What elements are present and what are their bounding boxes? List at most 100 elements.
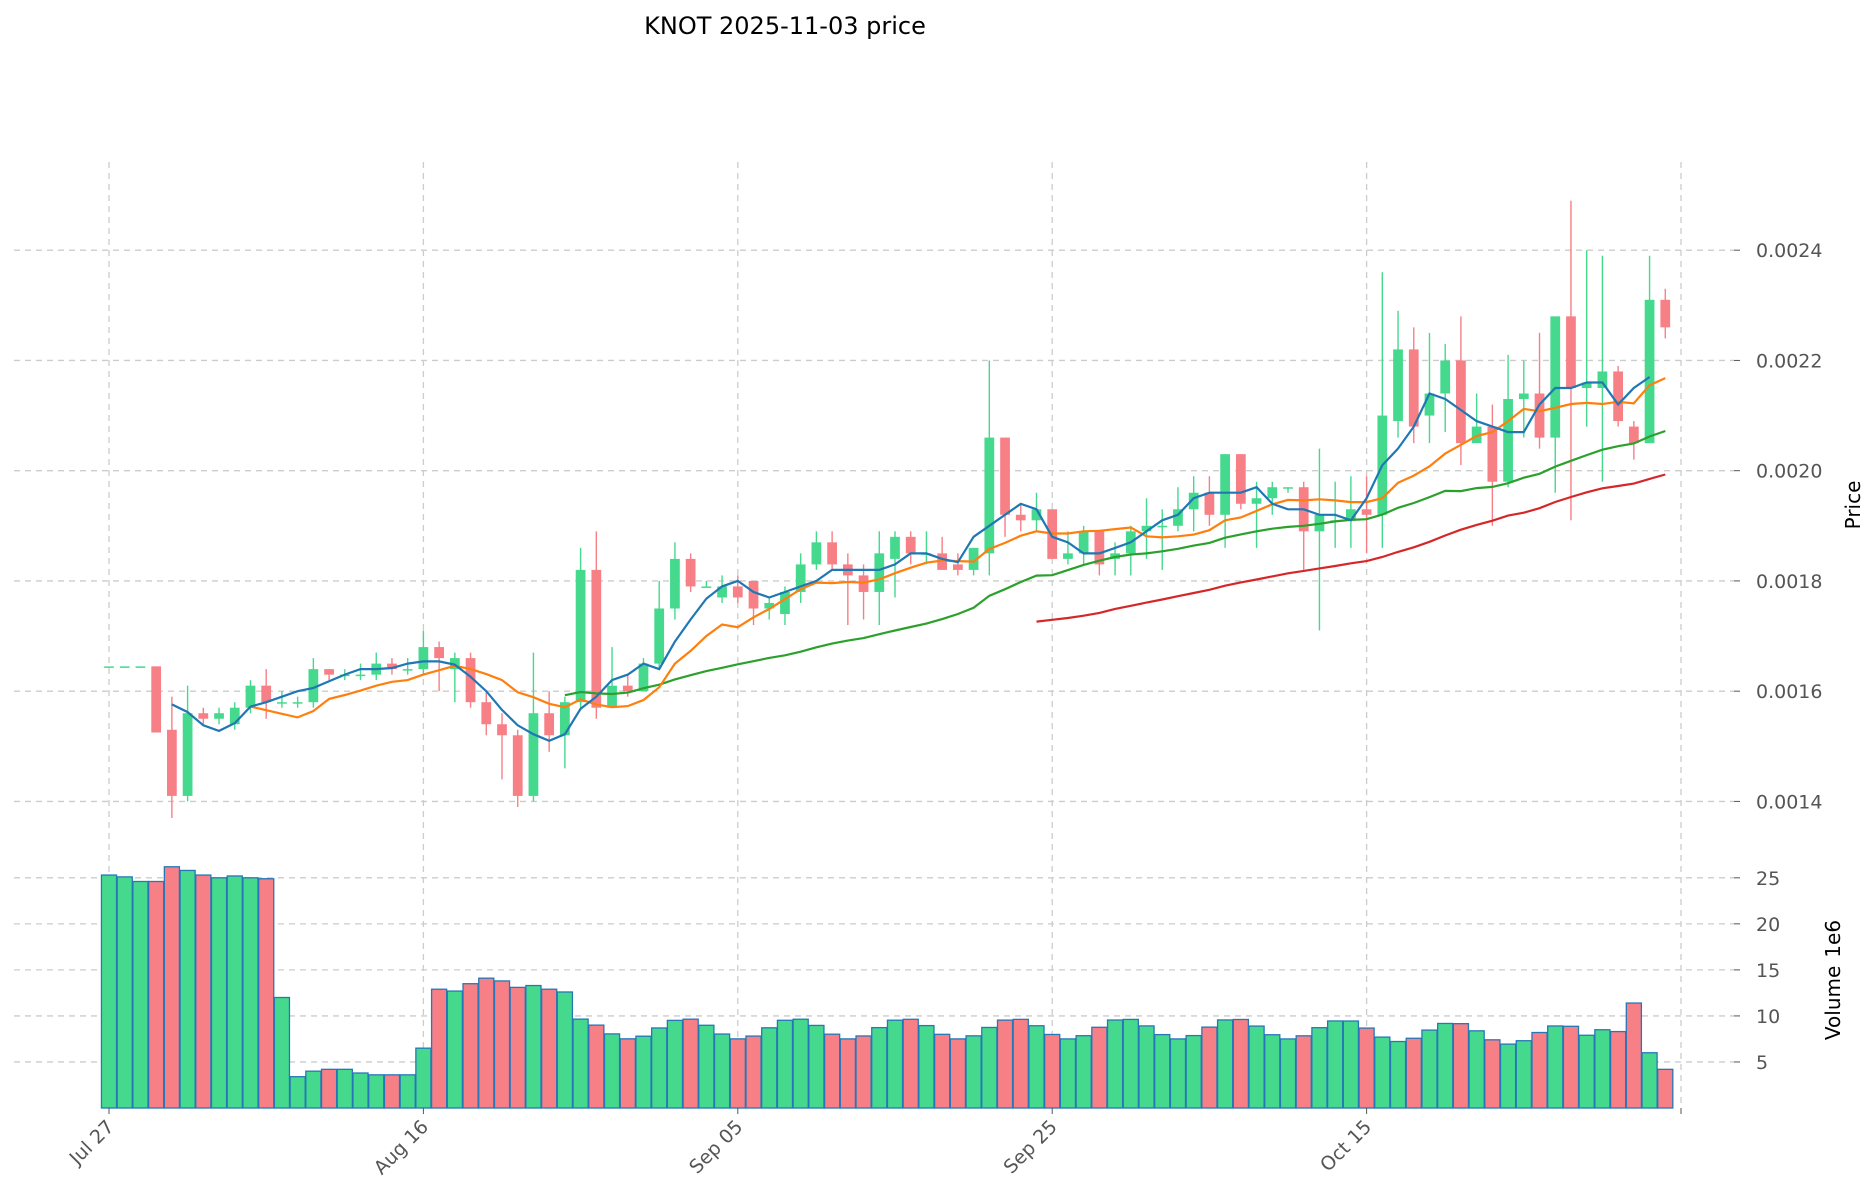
volume-bar xyxy=(289,1076,306,1109)
volume-bar xyxy=(1437,1022,1454,1109)
candle-body xyxy=(512,735,523,796)
volume-bar xyxy=(761,1027,778,1109)
volume-bar xyxy=(1625,1002,1643,1109)
ma-mid-line xyxy=(250,377,1666,719)
volume-bar xyxy=(132,880,149,1109)
candle-body xyxy=(434,647,444,659)
volume-bar xyxy=(808,1024,825,1109)
candle-body xyxy=(1566,316,1576,388)
volume-bar xyxy=(1562,1025,1580,1109)
candle-body xyxy=(1597,371,1608,388)
candle-body xyxy=(229,707,240,725)
candle-body xyxy=(387,663,397,670)
candle-body xyxy=(591,569,602,708)
candle-body xyxy=(198,713,209,719)
volume-bar xyxy=(1264,1034,1281,1109)
ma-long-line xyxy=(564,429,1666,697)
candle-body xyxy=(528,713,539,796)
volume-bar xyxy=(588,1024,605,1109)
candle-body xyxy=(607,685,617,708)
volume-bar xyxy=(839,1038,857,1109)
candle-body xyxy=(1628,426,1639,444)
volume-tick-label: 10 xyxy=(1756,1006,1780,1028)
candle-body xyxy=(1063,553,1073,559)
volume-bar xyxy=(430,988,448,1109)
volume-bar xyxy=(619,1038,636,1109)
volume-axis-exponent: 1e6 xyxy=(1821,920,1845,958)
date-axis-ticks: Jul 27 Aug 16 Sep 05 Sep 25 Oct 15 xyxy=(65,1108,1682,1179)
volume-bar xyxy=(918,1024,935,1109)
volume-bar xyxy=(996,1019,1014,1109)
candle-body xyxy=(308,669,319,703)
candle-body xyxy=(953,564,963,570)
volume-bar xyxy=(179,869,196,1109)
candle-body xyxy=(1408,349,1419,427)
candle-body xyxy=(764,602,775,609)
candle-body xyxy=(890,536,900,559)
volume-bar xyxy=(163,866,181,1109)
candle-body xyxy=(1220,454,1230,515)
volume-bar xyxy=(336,1068,353,1109)
volume-bar xyxy=(1216,1019,1234,1109)
volume-tick-label: 5 xyxy=(1756,1052,1768,1074)
candle-body xyxy=(701,586,712,588)
volume-bar xyxy=(1609,1030,1627,1109)
volume-bar xyxy=(713,1033,731,1109)
candle-body xyxy=(151,666,162,733)
volume-bar xyxy=(1091,1026,1108,1109)
volume-bar xyxy=(933,1033,951,1109)
volume-bar xyxy=(446,990,464,1109)
ma-short-line xyxy=(171,376,1651,742)
volume-bar xyxy=(1452,1023,1470,1109)
candle-body xyxy=(1015,514,1026,521)
volume-bar xyxy=(242,877,259,1109)
candle-body xyxy=(780,591,790,614)
volume-bar xyxy=(1012,1018,1029,1109)
candle-body xyxy=(654,608,665,664)
candle-body xyxy=(182,713,193,796)
candle-body xyxy=(261,685,272,703)
candle-body xyxy=(748,580,759,609)
candle-body xyxy=(119,666,130,668)
candle-body xyxy=(245,685,256,708)
candle-body xyxy=(1141,525,1152,532)
candle-body xyxy=(670,558,680,609)
volume-bar xyxy=(1075,1035,1092,1109)
candle-body xyxy=(1235,454,1246,504)
volume-bar xyxy=(1468,1030,1485,1109)
candle-body xyxy=(1487,426,1498,482)
candle-body xyxy=(1267,487,1278,499)
price-candles xyxy=(104,200,1671,818)
volume-axis-label: Volume 1e6 xyxy=(1821,920,1845,1040)
volume-bar xyxy=(1499,1043,1517,1109)
volume-bar xyxy=(1641,1052,1658,1109)
volume-tick-label: 20 xyxy=(1756,914,1780,936)
candle-body xyxy=(1660,299,1671,328)
volume-bar xyxy=(603,1033,621,1109)
chart-title: KNOT 2025-11-03 price xyxy=(644,12,926,40)
candle-body xyxy=(418,647,429,670)
volume-bar xyxy=(415,1047,432,1109)
candle-body xyxy=(1188,492,1199,510)
price-tick-label: 0.0016 xyxy=(1756,681,1822,703)
volume-tick-label: 25 xyxy=(1756,868,1780,890)
candle-body xyxy=(1503,399,1513,482)
volume-bar xyxy=(305,1070,322,1109)
volume-bar xyxy=(525,984,542,1109)
candle-body xyxy=(1173,509,1183,526)
volume-bar xyxy=(147,880,165,1109)
volume-bar xyxy=(320,1068,338,1109)
candle-body xyxy=(905,536,916,554)
candle-body xyxy=(104,666,114,668)
candle-body xyxy=(1000,437,1010,515)
price-tick-label: 0.0022 xyxy=(1756,350,1822,372)
volume-bar xyxy=(698,1024,715,1109)
price-tick-label: 0.0024 xyxy=(1756,240,1822,262)
candle-body xyxy=(1283,487,1293,489)
price-tick-label: 0.0014 xyxy=(1756,791,1822,813)
candle-body xyxy=(1204,492,1215,515)
candle-body xyxy=(622,685,633,692)
price-tick-label: 0.0018 xyxy=(1756,571,1822,593)
volume-bar xyxy=(462,983,479,1109)
